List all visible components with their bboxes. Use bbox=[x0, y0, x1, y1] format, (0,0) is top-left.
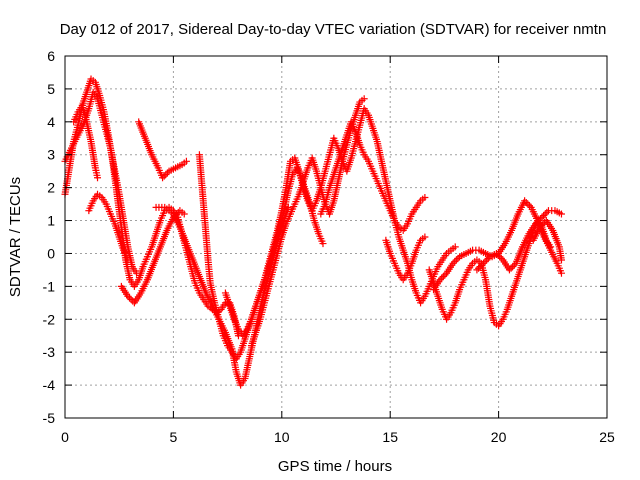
data-point bbox=[127, 296, 135, 304]
data-point bbox=[522, 198, 530, 206]
x-tick-label: 15 bbox=[382, 429, 398, 445]
data-point bbox=[421, 194, 429, 202]
series-arc-4 bbox=[85, 190, 132, 264]
series-arc-3 bbox=[70, 101, 102, 182]
data-point bbox=[133, 269, 141, 277]
y-tick-label: 1 bbox=[47, 213, 55, 229]
data-point bbox=[484, 254, 492, 262]
data-point bbox=[439, 272, 447, 280]
data-point bbox=[540, 212, 548, 220]
data-point bbox=[557, 256, 565, 264]
data-point bbox=[124, 256, 132, 264]
data-point bbox=[531, 220, 539, 228]
x-tick-label: 0 bbox=[61, 429, 69, 445]
series-arc-2 bbox=[61, 88, 141, 277]
y-tick-label: -3 bbox=[43, 344, 56, 360]
data-point bbox=[94, 174, 102, 182]
data-point bbox=[525, 202, 533, 210]
x-tick-label: 10 bbox=[274, 429, 290, 445]
data-point bbox=[319, 240, 327, 248]
data-point bbox=[481, 258, 489, 266]
y-tick-label: 4 bbox=[47, 114, 55, 130]
data-point bbox=[478, 261, 486, 269]
y-tick-label: 6 bbox=[47, 48, 55, 64]
data-point bbox=[360, 95, 368, 103]
series-arc-16 bbox=[529, 217, 565, 264]
x-tick-label: 25 bbox=[599, 429, 615, 445]
x-tick-label: 5 bbox=[170, 429, 178, 445]
data-point bbox=[536, 223, 544, 231]
series-arc-15 bbox=[473, 207, 565, 274]
data-point bbox=[436, 276, 444, 284]
data-point bbox=[543, 208, 551, 216]
y-tick-label: 3 bbox=[47, 147, 55, 163]
data-point bbox=[483, 256, 491, 264]
data-point bbox=[509, 263, 517, 271]
y-tick-label: 5 bbox=[47, 81, 55, 97]
data-point bbox=[441, 271, 449, 279]
data-point bbox=[541, 210, 549, 218]
data-point bbox=[180, 210, 188, 218]
data-point bbox=[497, 254, 505, 262]
data-point bbox=[182, 157, 190, 165]
series-arc-6 bbox=[135, 118, 190, 182]
data-point bbox=[475, 264, 483, 272]
y-tick-label: -4 bbox=[43, 377, 56, 393]
data-point bbox=[538, 213, 546, 221]
data-point bbox=[421, 233, 429, 241]
data-point bbox=[454, 254, 462, 262]
data-point bbox=[535, 217, 543, 225]
data-point bbox=[473, 266, 481, 274]
data-point bbox=[557, 210, 565, 218]
series-arc-14 bbox=[430, 197, 565, 294]
data-point bbox=[162, 170, 170, 178]
y-tick-label: -5 bbox=[43, 410, 56, 426]
data-point bbox=[476, 263, 484, 271]
data-point bbox=[125, 294, 133, 302]
y-tick-label: -1 bbox=[43, 278, 56, 294]
data-point bbox=[163, 169, 171, 177]
data-point bbox=[539, 220, 547, 228]
data-point bbox=[496, 253, 504, 261]
data-point bbox=[505, 266, 513, 274]
data-point bbox=[494, 251, 502, 259]
y-axis-label: SDTVAR / TECUs bbox=[7, 177, 24, 297]
data-point bbox=[124, 292, 132, 300]
data-point bbox=[452, 256, 460, 264]
data-point bbox=[557, 269, 565, 277]
data-series bbox=[61, 75, 565, 389]
data-point bbox=[451, 258, 459, 266]
data-point bbox=[510, 261, 518, 269]
plot-frame bbox=[64, 55, 608, 419]
data-point bbox=[524, 200, 532, 208]
data-point bbox=[159, 174, 167, 182]
data-point bbox=[533, 218, 541, 226]
series-arc-12 bbox=[382, 233, 429, 284]
x-axis-label: GPS time / hours bbox=[278, 458, 392, 475]
data-point bbox=[479, 259, 487, 267]
data-point bbox=[537, 221, 545, 229]
data-point bbox=[507, 264, 515, 272]
y-tick-label: 2 bbox=[47, 180, 55, 196]
y-tick-label: -2 bbox=[43, 311, 56, 327]
data-point bbox=[521, 197, 529, 205]
data-point bbox=[438, 274, 446, 282]
series-arc-11 bbox=[317, 118, 429, 234]
data-point bbox=[160, 172, 168, 180]
data-point bbox=[451, 243, 459, 251]
data-point bbox=[449, 259, 457, 267]
data-point bbox=[536, 215, 544, 223]
data-point bbox=[492, 249, 500, 257]
x-tick-label: 20 bbox=[491, 429, 507, 445]
chart-title: Day 012 of 2017, Sidereal Day-to-day VTE… bbox=[60, 21, 607, 38]
y-tick-label: 0 bbox=[47, 245, 55, 261]
axis-ticks: 0 5 10 15 20 25 -5 -4 -3 -2 -1 0 1 2 3 4 5 6 bbox=[43, 48, 615, 445]
